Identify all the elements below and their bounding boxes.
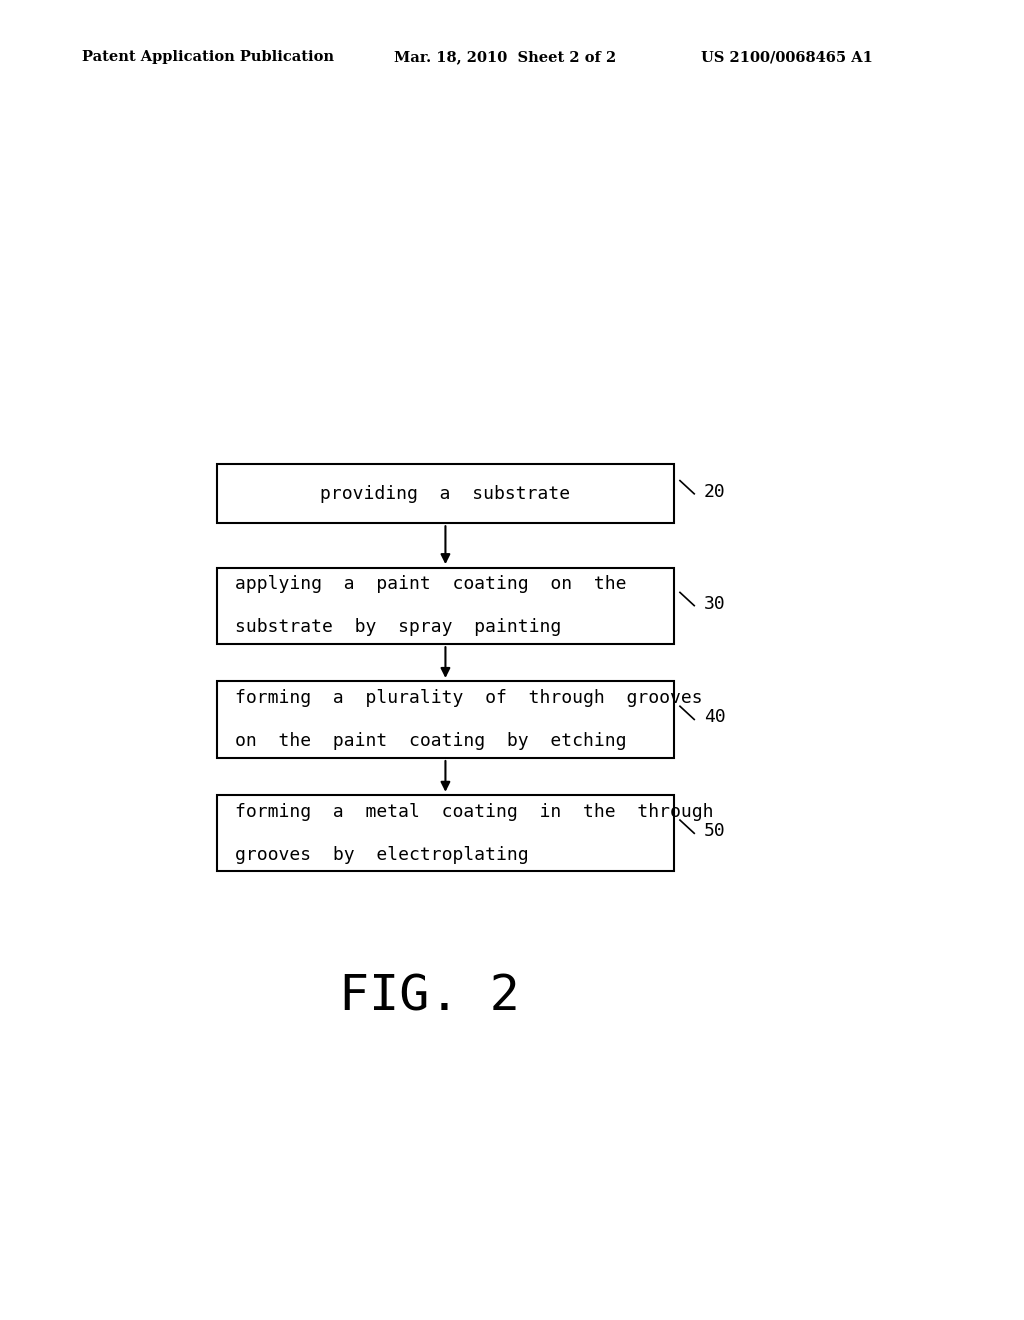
Bar: [217, 568, 674, 644]
Text: Patent Application Publication: Patent Application Publication: [82, 50, 334, 65]
Text: forming  a  metal  coating  in  the  through: forming a metal coating in the through: [236, 803, 714, 821]
Text: 20: 20: [703, 483, 726, 500]
Text: providing  a  substrate: providing a substrate: [321, 484, 570, 503]
Text: 50: 50: [703, 822, 726, 841]
Text: 30: 30: [703, 594, 726, 612]
Bar: [217, 681, 674, 758]
Text: substrate  by  spray  painting: substrate by spray painting: [236, 618, 561, 636]
Bar: [217, 795, 674, 871]
Text: FIG. 2: FIG. 2: [339, 973, 520, 1020]
Text: forming  a  plurality  of  through  grooves: forming a plurality of through grooves: [236, 689, 702, 708]
Text: grooves  by  electroplating: grooves by electroplating: [236, 846, 528, 863]
Text: on  the  paint  coating  by  etching: on the paint coating by etching: [236, 731, 627, 750]
Text: Mar. 18, 2010  Sheet 2 of 2: Mar. 18, 2010 Sheet 2 of 2: [394, 50, 616, 65]
Text: US 2100/0068465 A1: US 2100/0068465 A1: [701, 50, 873, 65]
Text: applying  a  paint  coating  on  the: applying a paint coating on the: [236, 576, 627, 593]
Text: 40: 40: [703, 709, 726, 726]
Bar: [217, 465, 674, 523]
